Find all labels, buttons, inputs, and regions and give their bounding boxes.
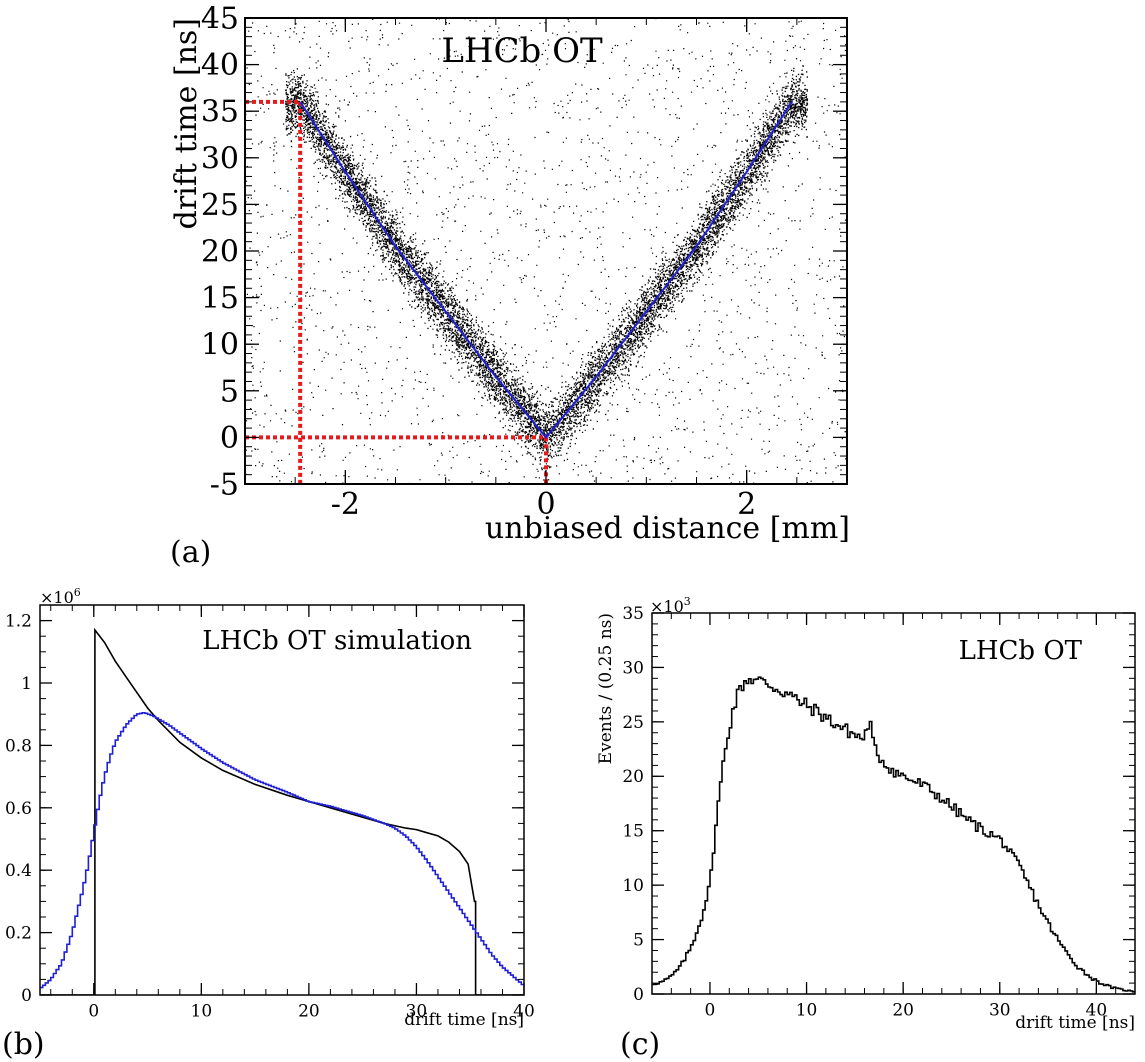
annotation-c: LHCb OT bbox=[959, 636, 1083, 666]
x-tick-label: 30 bbox=[989, 1001, 1011, 1021]
y-tick-label: 0.8 bbox=[5, 736, 32, 756]
y-tick-label: 1.2 bbox=[5, 612, 32, 632]
y-tick-label: 5 bbox=[220, 374, 239, 409]
y-tick-label: 40 bbox=[201, 48, 239, 83]
axis-ticks-b: 0 10 20 30 40 0 0.2 0.4 0.6 0.8 1 1.2 bbox=[5, 604, 535, 1022]
y-tick-label: 20 bbox=[622, 767, 644, 787]
y-tick-label: 25 bbox=[622, 713, 644, 733]
x-tick-label: -2 bbox=[331, 487, 360, 522]
y-tick-label: 0.4 bbox=[5, 861, 32, 881]
y-tick-label: 45 bbox=[201, 2, 239, 37]
y-tick-label: 0 bbox=[220, 421, 239, 456]
plot-frame-b bbox=[39, 604, 525, 996]
panel-label-b: (b) bbox=[2, 1027, 45, 1062]
y-tick-label: 0 bbox=[21, 986, 32, 1006]
x-tick-label: 0 bbox=[705, 1001, 716, 1021]
x-tick-label: 40 bbox=[513, 1002, 535, 1022]
y-tick-label: 0.2 bbox=[5, 924, 32, 944]
x-tick-label: 20 bbox=[298, 1002, 320, 1022]
y-tick-label: 30 bbox=[622, 658, 644, 678]
y-multiplier-c-exp: 3 bbox=[684, 595, 691, 608]
y-axis-title-a: drift time [ns] bbox=[169, 18, 204, 229]
panel-label-c: (c) bbox=[620, 1027, 660, 1062]
x-tick-label: 0 bbox=[88, 1002, 99, 1022]
panel-a: -2 0 2 -5 0 5 10 15 20 25 30 35 40 45 LHCb OT unbiase… bbox=[169, 2, 850, 571]
y-tick-label: 20 bbox=[201, 235, 239, 270]
y-tick-label: 5 bbox=[633, 931, 644, 951]
histogram-lines-b bbox=[40, 627, 524, 995]
x-tick-label: 2 bbox=[737, 487, 756, 522]
annotation-b: LHCb OT simulation bbox=[202, 626, 472, 656]
series-events-line bbox=[652, 676, 1135, 993]
y-multiplier-c: ×103 bbox=[650, 595, 691, 616]
x-tick-label: 20 bbox=[892, 1001, 914, 1021]
y-tick-label: 30 bbox=[201, 141, 239, 176]
y-tick-label: 15 bbox=[201, 281, 239, 316]
series-black-line bbox=[40, 627, 524, 995]
axis-ticks-c: 0 10 20 30 40 0 5 10 15 20 25 30 35 bbox=[622, 604, 1136, 1021]
panel-b: 0 10 20 30 40 0 0.2 0.4 0.6 0.8 1 1.2 LHCb OT simul… bbox=[2, 586, 535, 1062]
fit-line bbox=[299, 101, 793, 439]
y-axis-title-c: Events / (0.25 ns) bbox=[596, 613, 616, 764]
y-tick-label: 0 bbox=[633, 985, 644, 1005]
scatter-band-points bbox=[285, 58, 809, 481]
y-tick-label: 10 bbox=[622, 876, 644, 896]
y-tick-label: 0.6 bbox=[5, 799, 32, 819]
fit-line-group bbox=[299, 101, 793, 439]
scatter-points bbox=[245, 18, 847, 484]
panel-label-a: (a) bbox=[170, 535, 211, 570]
y-tick-label: 25 bbox=[201, 188, 239, 223]
y-tick-label: 15 bbox=[622, 822, 644, 842]
y-tick-label: 1 bbox=[21, 674, 32, 694]
plot-frame-c bbox=[651, 612, 1136, 995]
x-axis-title-a: unbiased distance [mm] bbox=[485, 511, 850, 546]
y-multiplier-c-base: ×10 bbox=[650, 597, 684, 616]
histogram-lines-c bbox=[652, 676, 1135, 993]
x-axis-title-b: drift time [ns] bbox=[404, 1010, 524, 1030]
y-multiplier-b-exp: 6 bbox=[74, 586, 81, 599]
x-tick-label: 10 bbox=[796, 1001, 818, 1021]
y-tick-label: 10 bbox=[201, 328, 239, 363]
series-blue-line bbox=[40, 712, 524, 989]
x-tick-label: 30 bbox=[406, 1002, 428, 1022]
y-tick-label: 35 bbox=[622, 604, 644, 624]
axis-ticks-a: -2 0 2 -5 0 5 10 15 20 25 30 35 40 45 bbox=[201, 2, 848, 522]
y-multiplier-b-base: ×10 bbox=[40, 588, 74, 607]
x-axis-title-c: drift time [ns] bbox=[1015, 1013, 1135, 1033]
panel-c: 0 10 20 30 40 0 5 10 15 20 25 30 35 LHCb OT ×103 dri… bbox=[596, 595, 1136, 1062]
x-tick-label: 0 bbox=[536, 487, 555, 522]
x-tick-label: 40 bbox=[1086, 1001, 1108, 1021]
y-tick-label: 35 bbox=[201, 95, 239, 130]
y-multiplier-b: ×106 bbox=[40, 586, 81, 607]
scatter-background-points bbox=[245, 18, 847, 484]
y-tick-label: -5 bbox=[210, 468, 239, 503]
x-tick-label: 10 bbox=[191, 1002, 213, 1022]
annotation-a: LHCb OT bbox=[441, 31, 603, 71]
